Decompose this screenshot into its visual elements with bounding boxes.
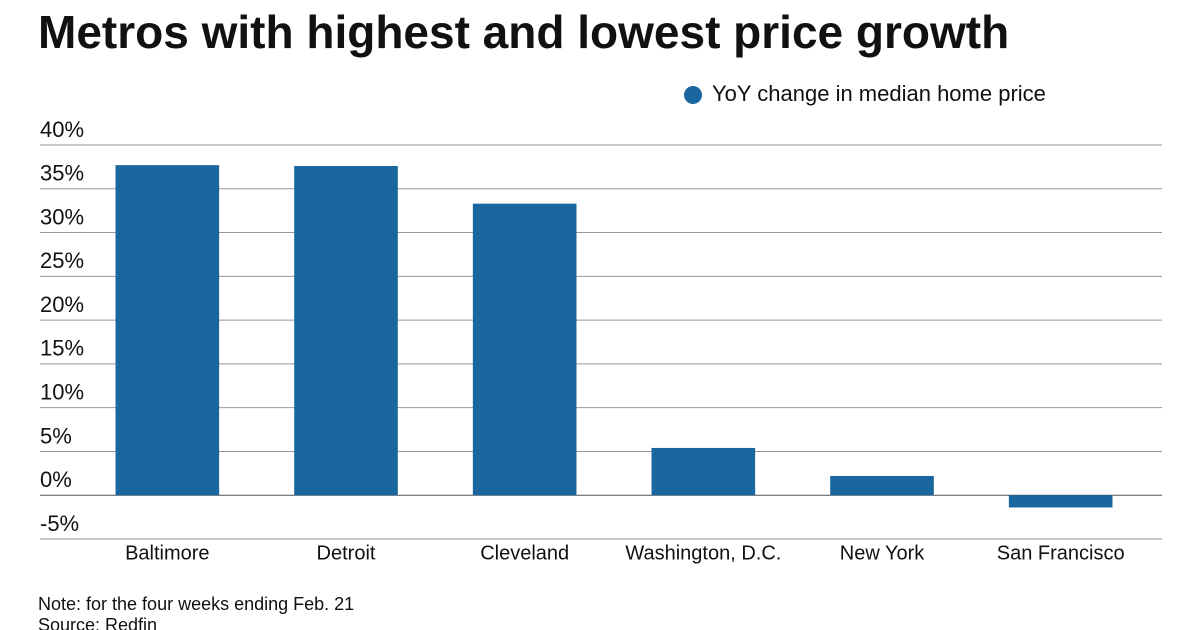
y-tick-label: 5%	[40, 423, 72, 448]
legend-marker	[684, 86, 702, 104]
x-tick-label: Baltimore	[125, 542, 209, 564]
footnote: Source: Redfin	[38, 615, 157, 630]
legend-label: YoY change in median home price	[712, 81, 1046, 106]
y-tick-label: 40%	[40, 117, 84, 142]
footnote: Note: for the four weeks ending Feb. 21	[38, 594, 354, 614]
y-tick-label: 30%	[40, 204, 84, 229]
bar	[830, 475, 934, 496]
y-tick-label: 20%	[40, 292, 84, 317]
x-tick-label: San Francisco	[997, 542, 1125, 564]
bar	[651, 447, 756, 496]
y-tick-label: 35%	[40, 161, 84, 186]
bar	[1008, 495, 1113, 508]
bar	[472, 203, 577, 496]
y-tick-label: -5%	[40, 511, 79, 536]
y-tick-label: 10%	[40, 379, 84, 404]
chart-title: Metros with highest and lowest price gro…	[38, 6, 1009, 58]
y-tick-label: 15%	[40, 336, 84, 361]
x-tick-label: Cleveland	[480, 542, 569, 564]
bar	[115, 165, 220, 496]
x-tick-label: Washington, D.C.	[625, 542, 781, 564]
bar	[294, 166, 398, 496]
x-tick-label: Detroit	[317, 542, 376, 564]
y-tick-label: 0%	[40, 467, 72, 492]
x-tick-label: New York	[840, 542, 925, 564]
y-tick-label: 25%	[40, 248, 84, 273]
